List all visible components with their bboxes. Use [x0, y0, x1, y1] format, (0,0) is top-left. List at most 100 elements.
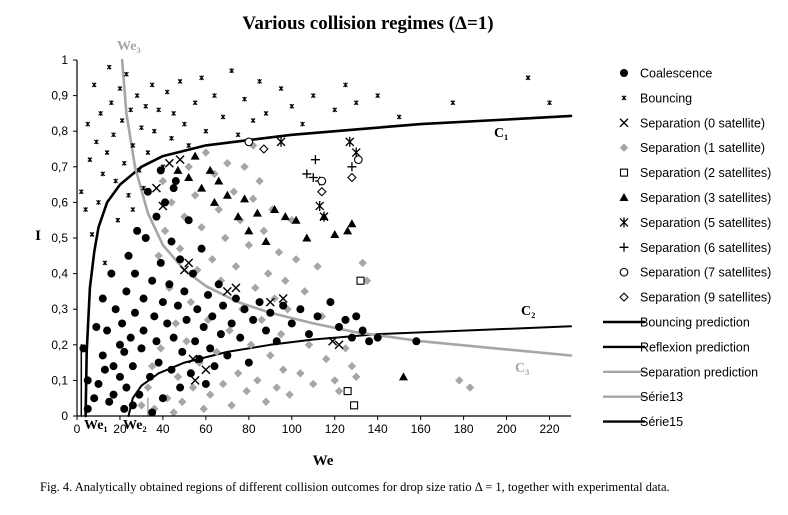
- data-point: [147, 361, 157, 371]
- legend: Coalescence Bouncing Separation (0 satelli…: [603, 67, 771, 429]
- data-point: [83, 207, 88, 212]
- data-point: [121, 160, 127, 166]
- data-point: [219, 301, 228, 310]
- data-point: [223, 351, 232, 360]
- y-axis-title: I: [35, 228, 41, 244]
- data-point: [315, 200, 325, 211]
- data-point: [128, 362, 137, 371]
- data-point: [525, 75, 531, 81]
- data-point: [220, 114, 226, 120]
- data-point: [124, 251, 133, 260]
- data-point: [373, 333, 382, 342]
- legend-marker: [619, 242, 629, 252]
- data-point: [191, 337, 200, 346]
- data-point: [87, 157, 93, 163]
- data-point: [199, 404, 208, 414]
- data-point: [154, 358, 163, 367]
- series-separation-9-satellites: [259, 144, 357, 197]
- data-point: [205, 165, 215, 174]
- data-point: [102, 260, 108, 266]
- data-point: [188, 383, 198, 392]
- data-point: [169, 333, 178, 342]
- data-point: [304, 340, 314, 349]
- data-point: [201, 365, 211, 375]
- legend-label: Separation (6 satellites): [640, 241, 771, 255]
- data-point: [266, 351, 275, 360]
- legend-item: Bouncing: [621, 91, 692, 105]
- data-point: [313, 312, 322, 321]
- data-point: [317, 186, 327, 197]
- legend-item: Bouncing prediction: [603, 316, 750, 330]
- data-point: [178, 397, 187, 406]
- data-point: [272, 383, 281, 392]
- data-point: [244, 137, 254, 147]
- data-point: [231, 294, 240, 303]
- data-point: [156, 344, 165, 353]
- chart-title: Various collision regimes (Δ=1): [242, 13, 493, 34]
- data-point: [285, 390, 294, 399]
- data-point: [180, 287, 189, 296]
- y-tick-label: 0,4: [51, 267, 68, 281]
- data-point: [115, 217, 121, 223]
- data-point: [100, 365, 109, 374]
- data-point: [171, 319, 180, 328]
- data-point: [231, 283, 241, 293]
- data-point: [184, 162, 193, 171]
- data-point: [139, 125, 144, 131]
- data-point: [274, 248, 284, 257]
- data-point: [330, 376, 339, 385]
- data-point: [197, 183, 207, 192]
- series-bouncing: [78, 64, 552, 266]
- data-point: [317, 176, 327, 186]
- data-point: [255, 298, 264, 307]
- data-point: [89, 232, 95, 237]
- data-point: [137, 401, 146, 410]
- data-point: [173, 301, 182, 310]
- data-point: [375, 93, 381, 98]
- series-separation-2-satellites: [343, 276, 365, 410]
- data-point: [280, 212, 290, 221]
- data-point: [291, 215, 301, 224]
- data-point: [263, 111, 269, 116]
- x-tick-label: 220: [540, 422, 560, 436]
- x-tick-label: 120: [325, 422, 345, 436]
- data-point: [212, 347, 221, 357]
- data-point: [229, 187, 238, 196]
- data-point: [341, 315, 350, 324]
- data-point: [257, 315, 266, 325]
- legend-marker: [619, 217, 629, 228]
- data-point: [176, 255, 185, 264]
- legend-label: Separation (2 satellites): [640, 166, 771, 180]
- data-point: [98, 294, 107, 303]
- data-point: [134, 93, 140, 98]
- data-point: [223, 159, 232, 168]
- legend-label: Separation (0 satellite): [640, 116, 765, 130]
- x-tick-label: 180: [454, 422, 474, 436]
- x-tick-label: 140: [368, 422, 388, 436]
- data-point: [319, 211, 329, 222]
- y-tick-label: 0,5: [51, 231, 68, 245]
- x-axis-title: We: [313, 453, 334, 469]
- y-tick-label: 0: [61, 409, 68, 423]
- legend-item: Separation prediction: [603, 365, 758, 379]
- data-point: [347, 162, 357, 172]
- data-point: [190, 191, 200, 200]
- data-point: [229, 68, 235, 74]
- legend-item: Série13: [603, 390, 683, 404]
- data-point: [171, 111, 177, 116]
- data-point: [186, 369, 195, 378]
- data-point: [184, 172, 194, 181]
- data-point: [218, 379, 228, 389]
- data-point: [251, 283, 260, 293]
- data-point: [141, 185, 146, 191]
- data-point: [108, 100, 114, 106]
- series-separation-5-satellites: [276, 136, 361, 222]
- data-point: [412, 337, 421, 346]
- data-point: [79, 344, 88, 353]
- data-point: [244, 358, 253, 367]
- data-point: [197, 223, 206, 232]
- legend-item: Separation (0 satellite): [619, 116, 765, 130]
- data-point: [190, 375, 200, 385]
- x-tick-label: 40: [156, 422, 170, 436]
- data-point: [148, 276, 157, 285]
